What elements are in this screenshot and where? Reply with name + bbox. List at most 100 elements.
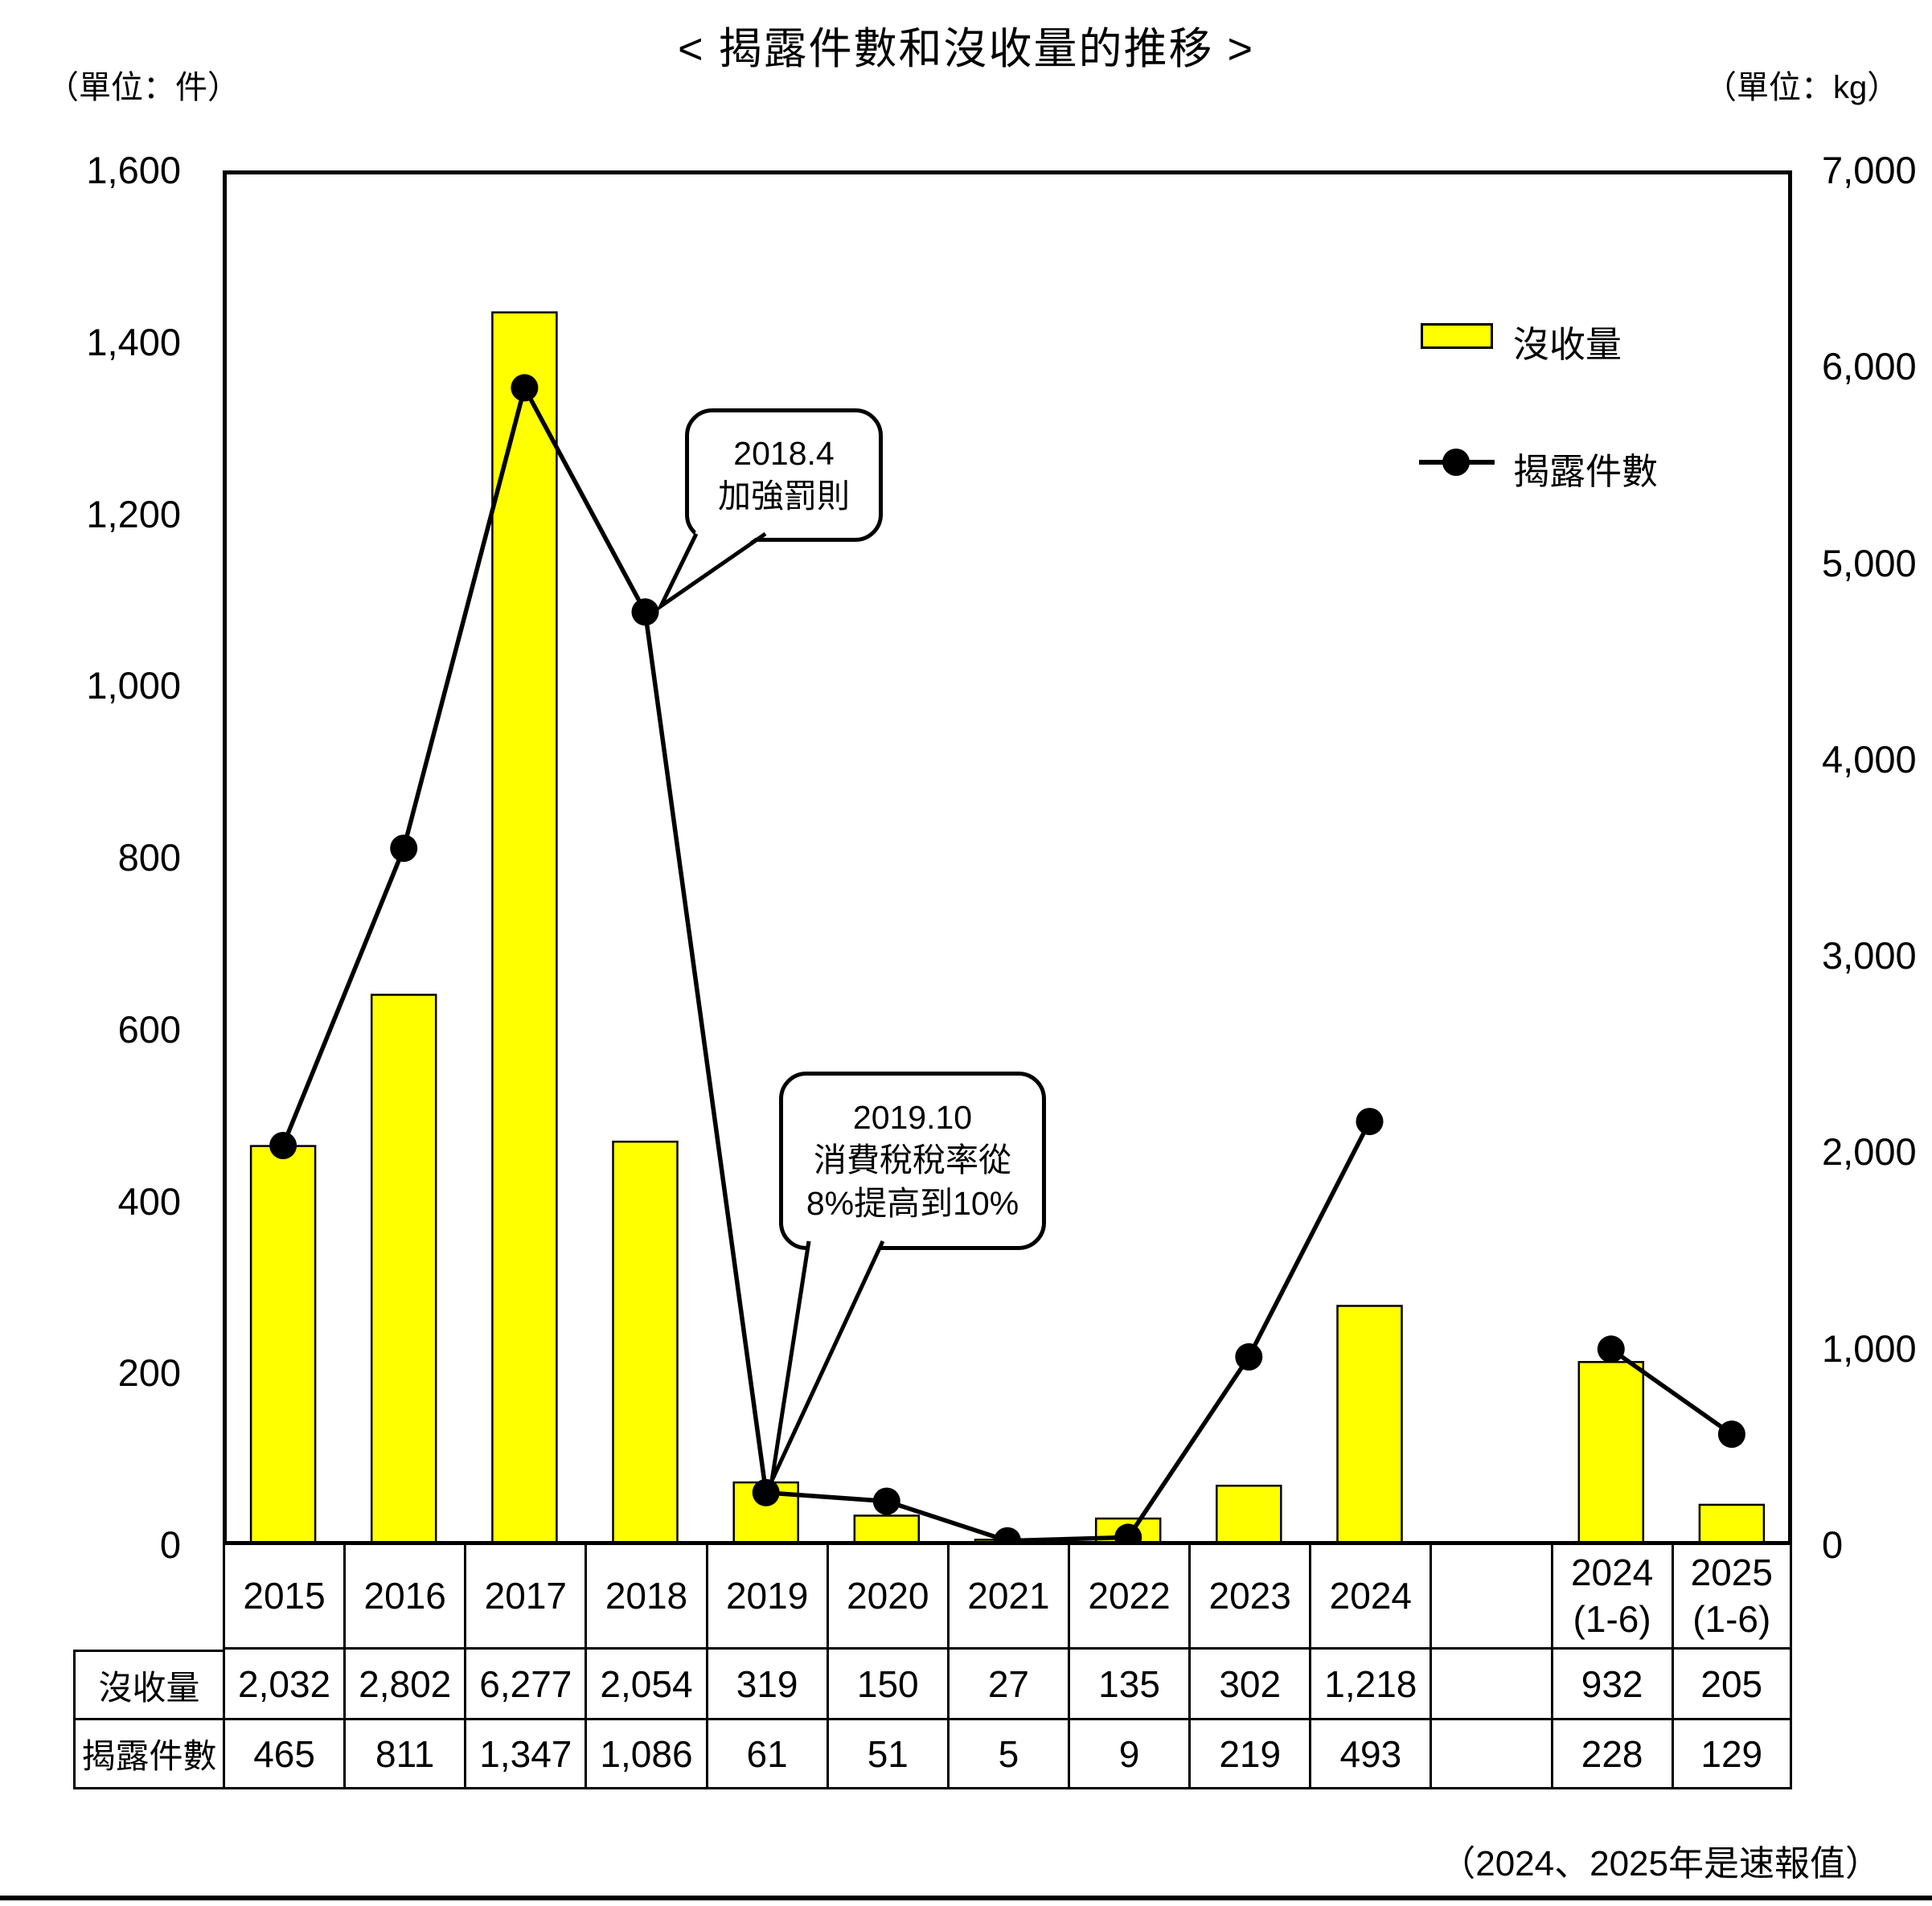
page-title: < 揭露件數和沒收量的推移 > xyxy=(677,25,1255,73)
table-cell: 5 xyxy=(946,1720,1068,1789)
y-axis-tick-label: 1,400 xyxy=(86,320,181,363)
annotation-2019-tax: 2019.10 消費稅稅率從 8%提高到10% xyxy=(779,1072,1046,1250)
right-axis-unit-label: （單位：kg） xyxy=(1704,70,1900,105)
combo-chart-svg xyxy=(223,170,1792,1545)
table-cell xyxy=(1430,1720,1551,1789)
bar-2016 xyxy=(370,994,437,1545)
year-header-line: 2016 xyxy=(363,1574,446,1617)
year-header: 2015 xyxy=(223,1545,344,1650)
table-cell: 9 xyxy=(1067,1720,1189,1789)
y-axis-tick-label: 1,200 xyxy=(86,492,181,535)
table-cell: 2,802 xyxy=(343,1650,465,1720)
table-cell: 302 xyxy=(1188,1650,1310,1720)
y-axis-tick-label: 200 xyxy=(117,1351,181,1395)
table-cell: 205 xyxy=(1671,1650,1792,1720)
year-header-line: 2024 xyxy=(1329,1574,1412,1617)
table-cell: 129 xyxy=(1671,1720,1792,1789)
plot-border xyxy=(223,170,1792,1545)
line-point-2024 xyxy=(1356,1108,1384,1136)
table-cell: 2,032 xyxy=(223,1650,344,1720)
line-point-2021 xyxy=(994,1527,1021,1545)
table-cell: 27 xyxy=(946,1650,1068,1720)
year-header: 2016 xyxy=(343,1545,465,1650)
line-segment xyxy=(1610,1347,1733,1437)
table-cell: 135 xyxy=(1067,1650,1189,1720)
bar-2015 xyxy=(249,1145,317,1545)
table-cell: 61 xyxy=(705,1720,827,1789)
bar-2023 xyxy=(1216,1484,1282,1545)
y-axis-tick-label: 800 xyxy=(117,836,181,879)
annotation-line: 2018.4 xyxy=(733,434,835,472)
table-corner-spacer xyxy=(73,1545,223,1650)
bar-2018 xyxy=(612,1140,679,1545)
annotation-line: 8%提高到10% xyxy=(806,1184,1019,1222)
left-axis-unit-label: （單位：件） xyxy=(47,70,240,105)
y-axis-tick-label: 1,000 xyxy=(86,664,181,707)
table-cell: 1,218 xyxy=(1309,1650,1430,1720)
bottom-divider-bar xyxy=(0,1896,1932,1900)
y-axis-tick-label: 0 xyxy=(159,1523,181,1566)
year-header: 2017 xyxy=(464,1545,585,1650)
bar-2017 xyxy=(491,311,558,1545)
line-legend-dot-icon xyxy=(1442,449,1470,476)
table-cell: 6,277 xyxy=(464,1650,585,1720)
y-axis-tick-label: 1,000 xyxy=(1822,1326,1917,1370)
footer-note: （2024、2025年是速報值） xyxy=(1440,1844,1881,1883)
year-header-line: 2023 xyxy=(1208,1574,1291,1617)
y-axis-tick-label: 4,000 xyxy=(1822,737,1917,781)
table-cell: 932 xyxy=(1550,1650,1672,1720)
y-axis-tick-label: 7,000 xyxy=(1822,149,1917,191)
table-cell: 493 xyxy=(1309,1720,1430,1789)
line-point-2015 xyxy=(269,1132,297,1159)
year-header-line: 2018 xyxy=(605,1574,688,1617)
table-cell: 219 xyxy=(1188,1720,1310,1789)
bar-2020 xyxy=(853,1515,921,1545)
annotation-line: 2019.10 xyxy=(852,1099,973,1137)
table-cell: 1,086 xyxy=(585,1720,706,1789)
bar-legend-swatch-icon xyxy=(1421,323,1493,349)
year-header-line: 2021 xyxy=(967,1574,1050,1617)
year-header: 2024 xyxy=(1309,1545,1430,1650)
table-row-label: 沒收量 xyxy=(73,1650,223,1720)
line-segment xyxy=(281,381,1372,1543)
year-header-line: 2022 xyxy=(1088,1574,1171,1617)
table-cell: 319 xyxy=(705,1650,827,1720)
table-cell: 228 xyxy=(1550,1720,1672,1789)
year-header: 2021 xyxy=(946,1545,1068,1650)
year-header-line: 2024 xyxy=(1570,1551,1654,1593)
bar-legend-label: 沒收量 xyxy=(1513,324,1622,365)
year-header-line: (1-6) xyxy=(1573,1597,1651,1640)
year-header-line: 2025 xyxy=(1690,1551,1773,1593)
line-point-2024 (1-6) xyxy=(1597,1335,1625,1363)
line-point-2020 xyxy=(872,1487,900,1515)
year-header-line: (1-6) xyxy=(1692,1597,1771,1640)
table-cell: 811 xyxy=(343,1720,465,1789)
annotation-line: 加強罰則 xyxy=(718,478,850,514)
y-axis-tick-label: 600 xyxy=(117,1007,181,1051)
table-cell: 1,347 xyxy=(464,1720,585,1789)
line-point-2025 (1-6) xyxy=(1717,1420,1745,1449)
line-point-2022 xyxy=(1114,1523,1142,1545)
table-row-label: 揭露件數 xyxy=(73,1720,223,1789)
line-point-2023 xyxy=(1235,1342,1263,1371)
y-axis-tick-label: 2,000 xyxy=(1822,1130,1917,1174)
year-header xyxy=(1430,1545,1551,1650)
year-header-line: 2020 xyxy=(847,1574,929,1617)
bar-2024 (1-6) xyxy=(1577,1361,1645,1545)
bar-2025 (1-6) xyxy=(1698,1503,1766,1545)
y-axis-tick-label: 400 xyxy=(117,1179,181,1223)
year-header-line: 2017 xyxy=(484,1574,568,1617)
y-axis-tick-label: 1,600 xyxy=(86,149,181,191)
annotation-2018-penalty: 2018.4 加強罰則 xyxy=(685,408,883,542)
line-point-2017 xyxy=(511,374,539,402)
table-cell: 150 xyxy=(826,1650,947,1720)
y-axis-tick-label: 0 xyxy=(1822,1523,1844,1566)
year-header-line: 2015 xyxy=(243,1574,326,1617)
table-cell: 465 xyxy=(223,1720,344,1789)
table-cell xyxy=(1430,1650,1551,1720)
line-point-2018 xyxy=(631,598,659,626)
year-header: 2022 xyxy=(1067,1545,1189,1650)
y-axis-tick-label: 3,000 xyxy=(1822,934,1917,978)
data-table: 2015 2016 2017 2018 2019 2020 2021 2022 2023 2024… xyxy=(73,1545,1792,1789)
